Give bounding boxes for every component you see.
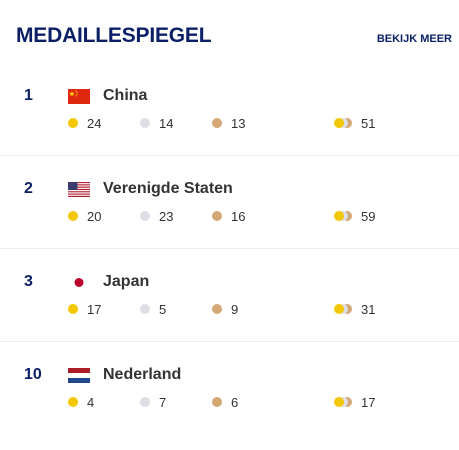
silver-medal-dot-icon [140,118,150,128]
medal-row-china[interactable]: 1 China 24 14 13 [0,63,459,156]
bronze-medal-dot-icon [212,304,222,314]
gold-value: 17 [87,301,102,317]
gold-value: 24 [87,115,102,131]
bronze-medal-dot-icon [212,211,222,221]
bronze-count: 9 [212,301,238,317]
total-count: 59 [334,208,375,224]
silver-value: 5 [159,301,167,317]
rank: 10 [24,366,42,383]
bronze-count: 6 [212,394,238,410]
medal-row-verenigde-staten[interactable]: 2 Verenigde Staten 20 23 16 [0,156,459,249]
silver-value: 7 [159,394,167,410]
rank: 1 [24,87,33,104]
total-count: 51 [334,115,375,131]
total-value: 17 [361,394,376,410]
total-medals-icon [334,397,352,407]
bronze-count: 16 [212,208,245,224]
medal-table: 1 China 24 14 13 [0,63,459,434]
country-name: Verenigde Staten [103,180,233,197]
country-name: China [103,87,148,104]
gold-value: 4 [87,394,95,410]
gold-count: 4 [68,394,94,410]
silver-count: 14 [140,115,173,131]
china-flag-icon [68,89,90,104]
bronze-value: 9 [231,301,239,317]
gold-medal-dot-icon [68,304,78,314]
japan-flag-icon [68,275,90,290]
bronze-value: 6 [231,394,239,410]
netherlands-flag-icon [68,368,90,383]
gold-medal-dot-icon [68,211,78,221]
rank: 2 [24,180,33,197]
silver-count: 7 [140,394,166,410]
usa-flag-icon [68,182,90,197]
total-medals-icon [334,211,352,221]
total-value: 51 [361,115,376,131]
silver-value: 23 [159,208,174,224]
total-medals-icon [334,304,352,314]
gold-medal-dot-icon [68,397,78,407]
view-more-link[interactable]: BEKIJK MEER [376,33,452,45]
silver-count: 5 [140,301,166,317]
total-count: 31 [334,301,375,317]
gold-medal-dot-icon [68,118,78,128]
medal-row-nederland[interactable]: 10 Nederland 4 7 6 17 [0,342,459,434]
gold-count: 17 [68,301,101,317]
gold-count: 24 [68,115,101,131]
gold-value: 20 [87,208,102,224]
silver-value: 14 [159,115,174,131]
total-medals-icon [334,118,352,128]
bronze-medal-dot-icon [212,118,222,128]
bronze-medal-dot-icon [212,397,222,407]
total-value: 59 [361,208,376,224]
bronze-value: 16 [231,208,246,224]
silver-count: 23 [140,208,173,224]
bronze-value: 13 [231,115,246,131]
page-title: MEDAILLESPIEGEL [16,24,212,47]
rank: 3 [24,273,33,290]
country-name: Nederland [103,366,182,383]
silver-medal-dot-icon [140,397,150,407]
bronze-count: 13 [212,115,245,131]
country-name: Japan [103,273,150,290]
total-count: 17 [334,394,375,410]
medal-table-header: MEDAILLESPIEGEL BEKIJK MEER [16,24,452,52]
silver-medal-dot-icon [140,304,150,314]
medal-row-japan[interactable]: 3 Japan 17 5 9 31 [0,249,459,342]
gold-count: 20 [68,208,101,224]
silver-medal-dot-icon [140,211,150,221]
total-value: 31 [361,301,376,317]
